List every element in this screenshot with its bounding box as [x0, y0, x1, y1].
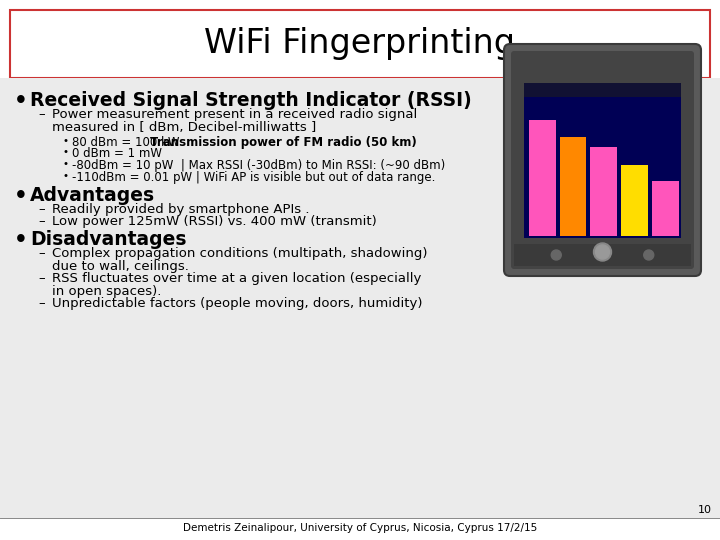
Text: 0 dBm = 1 mW: 0 dBm = 1 mW [72, 147, 162, 160]
Text: –: – [38, 108, 45, 121]
Bar [621, 165, 648, 236]
FancyBboxPatch shape [504, 44, 701, 276]
Text: Transmission power of FM radio (50 km): Transmission power of FM radio (50 km) [150, 136, 416, 149]
Bar [590, 147, 617, 236]
Bar [529, 119, 556, 236]
Text: WiFi Fingerprinting: WiFi Fingerprinting [204, 28, 516, 60]
Text: Complex propagation conditions (multipath, shadowing): Complex propagation conditions (multipat… [52, 247, 428, 260]
Text: Unpredictable factors (people moving, doors, humidity): Unpredictable factors (people moving, do… [52, 297, 423, 310]
Text: –: – [38, 297, 45, 310]
Text: 10: 10 [698, 505, 712, 515]
Text: –: – [38, 203, 45, 216]
Circle shape [552, 250, 562, 260]
Text: •: • [62, 136, 68, 146]
Bar [514, 244, 691, 266]
Bar [524, 83, 681, 238]
Bar [0, 78, 720, 518]
Text: -80dBm = 10 pW  | Max RSSI (-30dBm) to Min RSSI: (~90 dBm): -80dBm = 10 pW | Max RSSI (-30dBm) to Mi… [72, 159, 445, 172]
Text: in open spaces).: in open spaces). [52, 285, 161, 298]
Text: •: • [62, 147, 68, 157]
Bar [10, 10, 710, 78]
Text: •: • [14, 91, 28, 111]
Text: Power measurement present in a received radio signal: Power measurement present in a received … [52, 108, 418, 121]
Text: •: • [14, 186, 28, 206]
Text: -110dBm = 0.01 pW | WiFi AP is visible but out of data range.: -110dBm = 0.01 pW | WiFi AP is visible b… [72, 171, 436, 184]
Bar [559, 137, 587, 236]
Text: 80 dBm = 100 kW: 80 dBm = 100 kW [72, 136, 184, 149]
Text: Low power 125mW (RSSI) vs. 400 mW (transmit): Low power 125mW (RSSI) vs. 400 mW (trans… [52, 215, 377, 228]
Text: •: • [62, 159, 68, 169]
Circle shape [593, 243, 611, 261]
Text: Advantages: Advantages [30, 186, 155, 205]
Text: due to wall, ceilings.: due to wall, ceilings. [52, 260, 189, 273]
Text: Disadvantages: Disadvantages [30, 230, 186, 249]
Text: Readily provided by smartphone APIs .: Readily provided by smartphone APIs . [52, 203, 310, 216]
FancyBboxPatch shape [511, 51, 694, 269]
Text: –: – [38, 272, 45, 285]
Bar [652, 181, 679, 236]
Bar [524, 83, 681, 97]
Circle shape [598, 250, 608, 260]
Text: –: – [38, 247, 45, 260]
Text: measured in [ dBm, Decibel-milliwatts ]: measured in [ dBm, Decibel-milliwatts ] [52, 121, 316, 134]
Circle shape [644, 250, 654, 260]
Text: •: • [14, 230, 28, 250]
Text: Received Signal Strength Indicator (RSSI): Received Signal Strength Indicator (RSSI… [30, 91, 472, 110]
Circle shape [595, 245, 610, 259]
Text: –: – [38, 215, 45, 228]
Text: RSS fluctuates over time at a given location (especially: RSS fluctuates over time at a given loca… [52, 272, 421, 285]
Text: •: • [62, 171, 68, 181]
Text: Demetris Zeinalipour, University of Cyprus, Nicosia, Cyprus 17/2/15: Demetris Zeinalipour, University of Cypr… [183, 523, 537, 533]
